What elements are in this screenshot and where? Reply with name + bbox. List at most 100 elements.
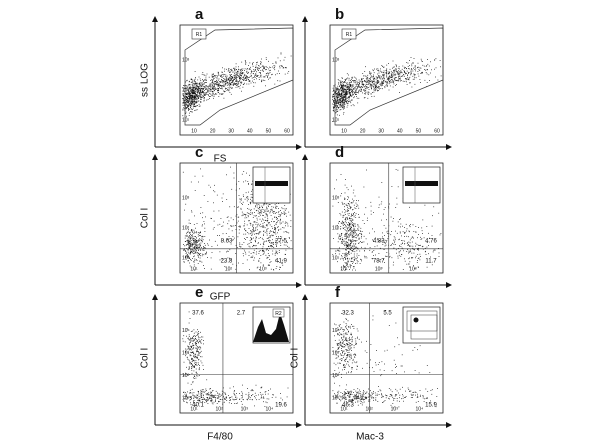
- event-dot: [255, 230, 257, 231]
- event-dot: [249, 240, 251, 241]
- event-dot: [191, 392, 193, 394]
- event-dot: [396, 71, 398, 73]
- event-dot: [190, 102, 192, 104]
- event-dot: [404, 258, 405, 260]
- event-dot: [194, 97, 196, 98]
- event-dot: [234, 390, 235, 391]
- event-dot: [194, 258, 196, 260]
- event-dot: [233, 172, 235, 174]
- event-dot: [376, 77, 378, 78]
- event-dot: [244, 228, 246, 230]
- event-dot: [394, 74, 396, 76]
- event-dot: [196, 97, 197, 99]
- event-dot: [411, 257, 412, 258]
- event-dot: [337, 89, 339, 91]
- event-dot: [237, 220, 239, 222]
- y-tick-label: 10²: [182, 373, 190, 379]
- event-dot: [265, 209, 267, 211]
- event-dot: [188, 240, 190, 242]
- event-dot: [255, 65, 257, 67]
- event-dot: [342, 222, 344, 223]
- event-dot: [343, 259, 344, 261]
- event-dot: [342, 85, 344, 87]
- event-dot: [185, 348, 186, 350]
- event-dot: [352, 250, 354, 252]
- event-dot: [197, 329, 198, 331]
- event-dot: [233, 78, 235, 80]
- event-dot: [275, 252, 277, 254]
- event-dot: [188, 242, 190, 244]
- event-dot: [381, 83, 383, 84]
- event-dot: [215, 401, 216, 402]
- event-dot: [194, 97, 196, 98]
- event-dot: [232, 82, 234, 83]
- event-dot: [354, 257, 356, 259]
- event-dot: [189, 253, 191, 255]
- event-dot: [190, 383, 192, 385]
- event-dot: [350, 202, 352, 203]
- event-dot: [414, 74, 416, 75]
- event-dot: [252, 229, 254, 230]
- event-dot: [198, 256, 199, 258]
- event-dot: [192, 250, 194, 252]
- event-dot: [283, 213, 285, 215]
- event-dot: [398, 70, 399, 72]
- event-dot: [253, 85, 255, 87]
- event-dot: [268, 398, 270, 400]
- event-dot: [439, 60, 441, 61]
- event-dot: [342, 227, 344, 229]
- event-dot: [275, 242, 276, 244]
- event-dot: [354, 212, 355, 213]
- event-dot: [234, 77, 236, 79]
- event-dot: [348, 245, 350, 246]
- event-dot: [219, 401, 221, 402]
- event-dot: [208, 397, 210, 399]
- event-dot: [255, 241, 256, 243]
- event-dot: [350, 102, 352, 104]
- event-dot: [188, 100, 190, 102]
- event-dot: [432, 251, 434, 253]
- event-dot: [199, 400, 201, 402]
- event-dot: [345, 238, 347, 240]
- event-dot: [409, 251, 411, 252]
- event-dot: [405, 72, 407, 74]
- event-dot: [284, 56, 286, 58]
- event-dot: [290, 220, 292, 222]
- event-dot: [192, 344, 194, 346]
- event-dot: [191, 372, 193, 374]
- event-dot: [232, 77, 233, 78]
- event-dot: [240, 207, 242, 209]
- event-dot: [192, 85, 194, 87]
- event-dot: [345, 219, 347, 221]
- event-dot: [284, 214, 285, 215]
- event-dot: [231, 396, 233, 398]
- event-dot: [335, 99, 337, 101]
- event-dot: [412, 257, 414, 258]
- event-dot: [199, 105, 201, 107]
- event-dot: [353, 225, 354, 227]
- event-dot: [351, 231, 353, 232]
- event-dot: [219, 84, 221, 86]
- event-dot: [227, 223, 229, 225]
- event-dot: [345, 258, 346, 259]
- event-dot: [198, 88, 200, 90]
- event-dot: [356, 89, 357, 91]
- event-dot: [233, 85, 234, 86]
- event-dot: [347, 87, 349, 88]
- event-dot: [415, 70, 416, 72]
- event-dot: [212, 79, 214, 81]
- event-dot: [344, 219, 346, 220]
- event-dot: [355, 237, 357, 238]
- event-dot: [192, 231, 193, 233]
- event-dot: [332, 97, 334, 99]
- event-dot: [183, 361, 185, 363]
- event-dot: [223, 75, 225, 77]
- event-dot: [373, 91, 375, 93]
- event-dot: [203, 391, 205, 393]
- event-dot: [184, 250, 186, 251]
- event-dot: [267, 228, 269, 229]
- event-dot: [266, 257, 268, 259]
- event-dot: [383, 66, 384, 68]
- event-dot: [343, 214, 345, 216]
- event-dot: [258, 232, 260, 234]
